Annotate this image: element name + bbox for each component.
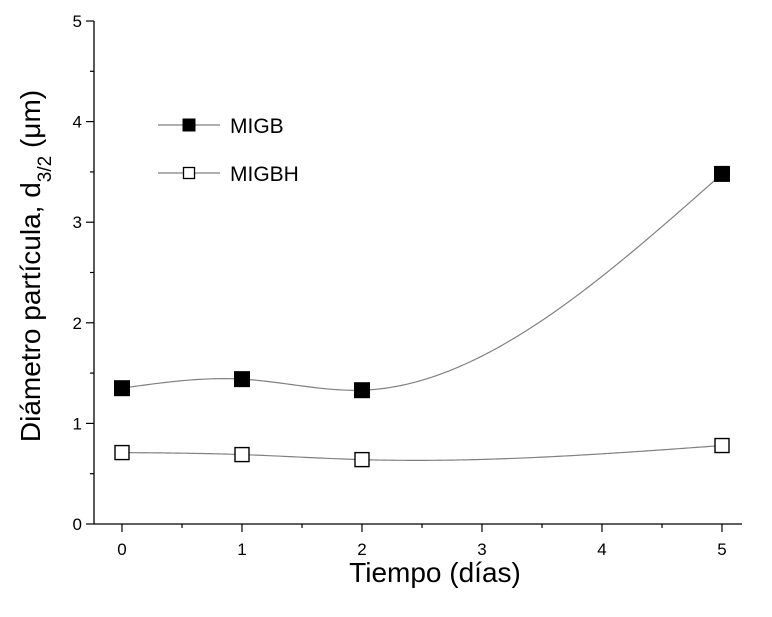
- legend-marker-migb: [182, 118, 196, 132]
- x-axis-title: Tiempo (días): [349, 557, 521, 588]
- y-axis-title: Diámetro partícula, d3/2 (μm): [15, 90, 56, 442]
- x-tick-label: 3: [477, 540, 486, 559]
- data-point-migb: [714, 165, 730, 182]
- axes: 0 1 2 3 4 5 0 1 2 3 4 5: [73, 12, 742, 559]
- x-tick-label: 5: [717, 540, 726, 559]
- legend-label-migbh: MIGBH: [230, 163, 299, 186]
- legend-label-migb: MIGB: [230, 115, 284, 138]
- y-tick-label: 4: [73, 113, 82, 132]
- y-tick-label: 1: [73, 414, 82, 433]
- data-point-migb: [354, 382, 370, 399]
- y-tick-label: 2: [73, 314, 82, 333]
- y-tick-label: 0: [73, 515, 82, 534]
- legend: MIGB MIGBH: [158, 115, 299, 186]
- x-tick-label: 1: [237, 540, 246, 559]
- data-point-migbh: [714, 437, 730, 454]
- data-point-migbh: [354, 451, 370, 468]
- x-tick-label: 4: [597, 540, 606, 559]
- y-axis-title-main: Diámetro partícula, d: [15, 182, 46, 442]
- legend-marker-migbh: [182, 166, 196, 180]
- series-line-migbh: [121, 444, 723, 461]
- data-point-migbh: [234, 446, 250, 463]
- data-point-migb: [234, 371, 250, 388]
- series-line-migb: [121, 173, 723, 391]
- data-points: [114, 165, 730, 468]
- y-tick-label: 5: [73, 12, 82, 31]
- x-tick-label: 2: [357, 540, 366, 559]
- y-axis-title-subscript: 3/2: [35, 156, 56, 182]
- x-tick-label: 0: [117, 540, 126, 559]
- data-point-migbh: [114, 444, 130, 461]
- data-point-migb: [114, 380, 130, 397]
- y-axis-title-unit: (μm): [15, 90, 46, 156]
- y-tick-label: 3: [73, 213, 82, 232]
- series-lines: [121, 173, 723, 461]
